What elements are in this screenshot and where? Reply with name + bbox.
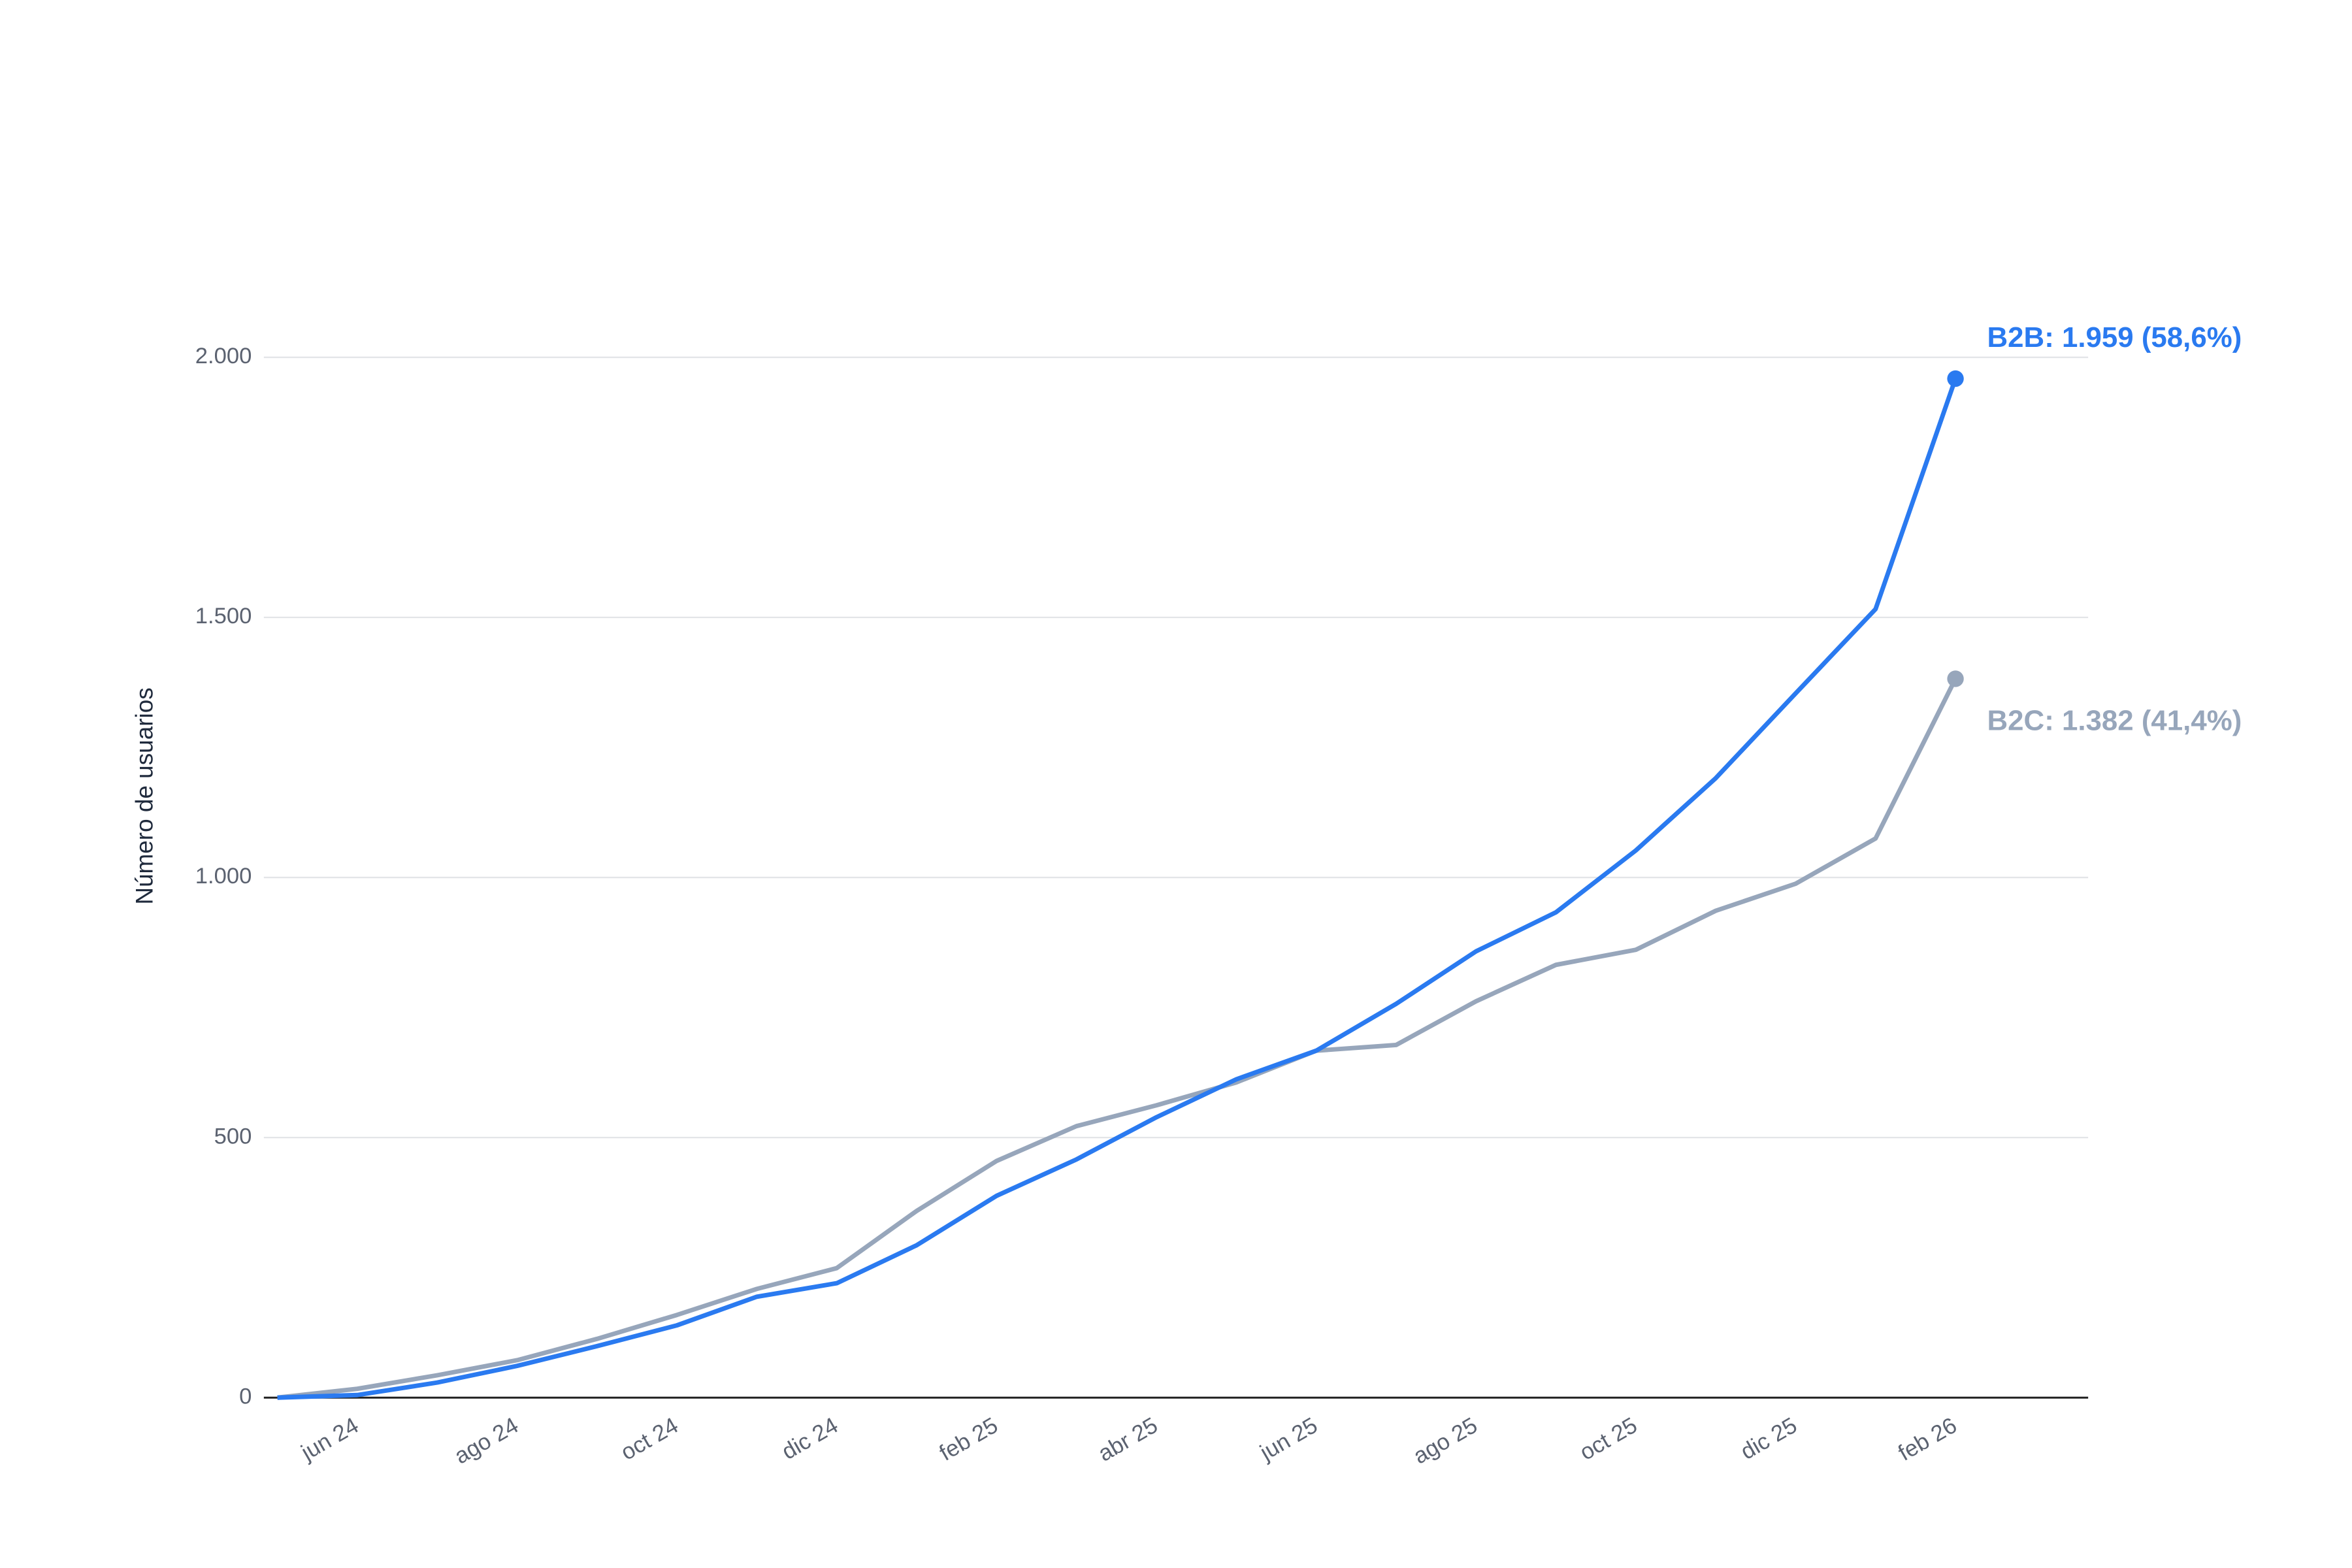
end-label: B2C: 1.382 (41,4%) xyxy=(1987,704,2242,736)
y-tick-label: 2.000 xyxy=(195,344,252,368)
y-tick-label: 1.500 xyxy=(195,604,252,629)
end-label: B2B: 1.959 (58,6%) xyxy=(1987,321,2242,353)
x-tick-label: dic 25 xyxy=(1737,1413,1801,1465)
end-point xyxy=(1947,370,1964,387)
y-tick-label: 1.000 xyxy=(195,864,252,889)
x-tick-label: ago 25 xyxy=(1409,1413,1482,1469)
y-axis-title: Número de usuarios xyxy=(131,687,158,904)
y-tick-label: 0 xyxy=(239,1384,252,1409)
x-tick-label: dic 24 xyxy=(777,1413,842,1465)
y-tick-label: 500 xyxy=(214,1124,252,1149)
x-tick-label: oct 25 xyxy=(1576,1413,1642,1465)
x-tick-label: oct 24 xyxy=(617,1413,683,1465)
series-line xyxy=(277,378,1958,1400)
x-tick-label: feb 25 xyxy=(936,1413,1002,1466)
x-tick-label: jun 24 xyxy=(297,1413,363,1466)
x-tick-label: feb 26 xyxy=(1894,1413,1961,1466)
end-point xyxy=(1947,670,1964,687)
series-line xyxy=(277,678,1958,1400)
x-tick-label: jun 25 xyxy=(1256,1413,1322,1466)
x-tick-label: abr 25 xyxy=(1094,1413,1162,1467)
x-tick-label: ago 24 xyxy=(450,1413,523,1469)
